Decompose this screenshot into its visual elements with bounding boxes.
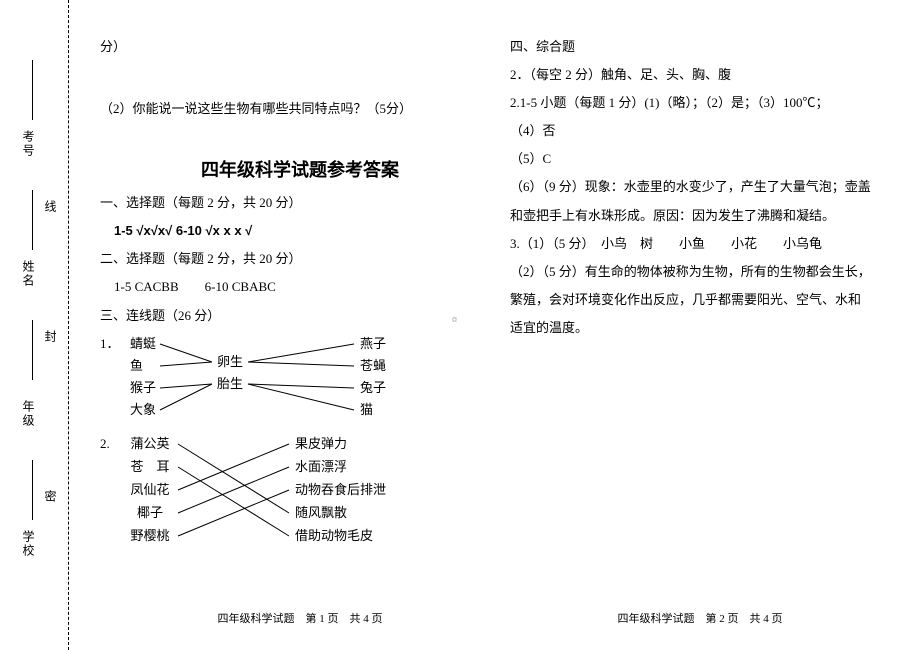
svg-text:动物吞食后排泄: 动物吞食后排泄 [295, 482, 386, 497]
svg-text:借助动物毛皮: 借助动物毛皮 [295, 528, 373, 543]
svg-text:1．: 1． [100, 336, 120, 351]
binding-label-kaohao: 考号 [20, 130, 37, 158]
center-crop-mark: ¤ [452, 315, 462, 325]
r-l3: （4）否 [510, 120, 910, 142]
r-l8: （2）（5 分）有生命的物体被称为生物，所有的生物都会生长， [510, 261, 910, 283]
sec4-head: 四、综合题 [510, 36, 910, 58]
svg-text:猴子: 猴子 [130, 380, 156, 395]
svg-text:猫: 猫 [360, 402, 373, 417]
r-l6: 和壶把手上有水珠形成。原因：因为发生了沸腾和凝结。 [510, 205, 910, 227]
binding-dash-line [68, 0, 69, 650]
svg-text:胎生: 胎生 [217, 376, 243, 391]
left-para2: （2）你能说一说这些生物有哪些共同特点吗？（5分） [100, 98, 500, 120]
svg-text:卵生: 卵生 [217, 354, 243, 369]
svg-text:随风飘散: 随风飘散 [295, 505, 347, 520]
sec1-ans: 1-5 √x√x√ 6-10 √x x x √ [114, 220, 500, 242]
page-1: 分） （2）你能说一说这些生物有哪些共同特点吗？（5分） 四年级科学试题参考答案… [100, 30, 500, 563]
svg-text:水面漂浮: 水面漂浮 [295, 459, 347, 474]
seal-char-xian: 线 [42, 200, 59, 212]
r-l1: 2．（每空 2 分）触角、足、头、胸、腹 [510, 64, 910, 86]
seal-char-mi: 密 [42, 490, 59, 502]
binding-underline-1 [32, 190, 33, 250]
r-l9: 繁殖，会对环境变化作出反应，几乎都需要阳光、空气、水和 [510, 289, 910, 311]
page-2: 四、综合题 2．（每空 2 分）触角、足、头、胸、腹 2.1-5 小题（每题 1… [510, 30, 910, 345]
svg-text:果皮弹力: 果皮弹力 [295, 436, 347, 451]
matching-diagram-1: 1． 蜻蜓鱼猴子大象 卵生胎生 燕子苍蝇兔子猫 [100, 333, 440, 433]
svg-text:鱼: 鱼 [130, 358, 143, 373]
seal-char-feng: 封 [42, 330, 59, 342]
svg-text:蜻蜓: 蜻蜓 [130, 336, 156, 351]
matching-diagram-2: 2. 蒲公英苍 耳凤仙花椰子野樱桃 果皮弹力水面漂浮动物吞食后排泄随风飘散借助动物毛… [100, 433, 460, 563]
svg-text:苍 耳: 苍 耳 [130, 459, 169, 474]
binding-label-nianji: 年级 [20, 400, 37, 428]
sec1-head: 一、选择题（每题 2 分，共 20 分） [100, 192, 500, 214]
r-l5: （6）（9 分）现象：水壶里的水变少了，产生了大量气泡；壶盖 [510, 176, 910, 198]
left-para1: 分） [100, 36, 500, 58]
r-l7: 3.（1）（5 分） 小鸟 树 小鱼 小花 小乌龟 [510, 233, 910, 255]
binding-underline-2 [32, 320, 33, 380]
binding-underline-3 [32, 460, 33, 520]
answer-title: 四年级科学试题参考答案 [100, 156, 500, 182]
sec2-head: 二、选择题（每题 2 分，共 20 分） [100, 248, 500, 270]
svg-text:兔子: 兔子 [360, 380, 386, 395]
svg-text:2.: 2. [100, 436, 110, 451]
svg-text:野樱桃: 野樱桃 [130, 528, 169, 543]
r-l4: （5）C [510, 148, 910, 170]
svg-text:大象: 大象 [130, 402, 156, 417]
svg-text:蒲公英: 蒲公英 [130, 436, 169, 451]
binding-label-xuexiao: 学校 [20, 530, 37, 558]
svg-text:椰子: 椰子 [137, 505, 163, 520]
footer-page-2: 四年级科学试题 第 2 页 共 4 页 [510, 610, 890, 626]
svg-text:凤仙花: 凤仙花 [130, 482, 169, 497]
binding-label-xingming: 姓名 [20, 260, 37, 288]
svg-text:燕子: 燕子 [360, 336, 386, 351]
sec2-ans: 1-5 CACBB 6-10 CBABC [114, 276, 500, 298]
r-l2: 2.1-5 小题（每题 1 分）(1)（略）；（2）是；（3）100℃； [510, 92, 910, 114]
sec3-head: 三、连线题（26 分） [100, 305, 500, 327]
binding-underline-0 [32, 60, 33, 120]
svg-text:苍蝇: 苍蝇 [360, 358, 386, 373]
r-l10: 适宜的温度。 [510, 317, 910, 339]
footer-page-1: 四年级科学试题 第 1 页 共 4 页 [100, 610, 500, 626]
